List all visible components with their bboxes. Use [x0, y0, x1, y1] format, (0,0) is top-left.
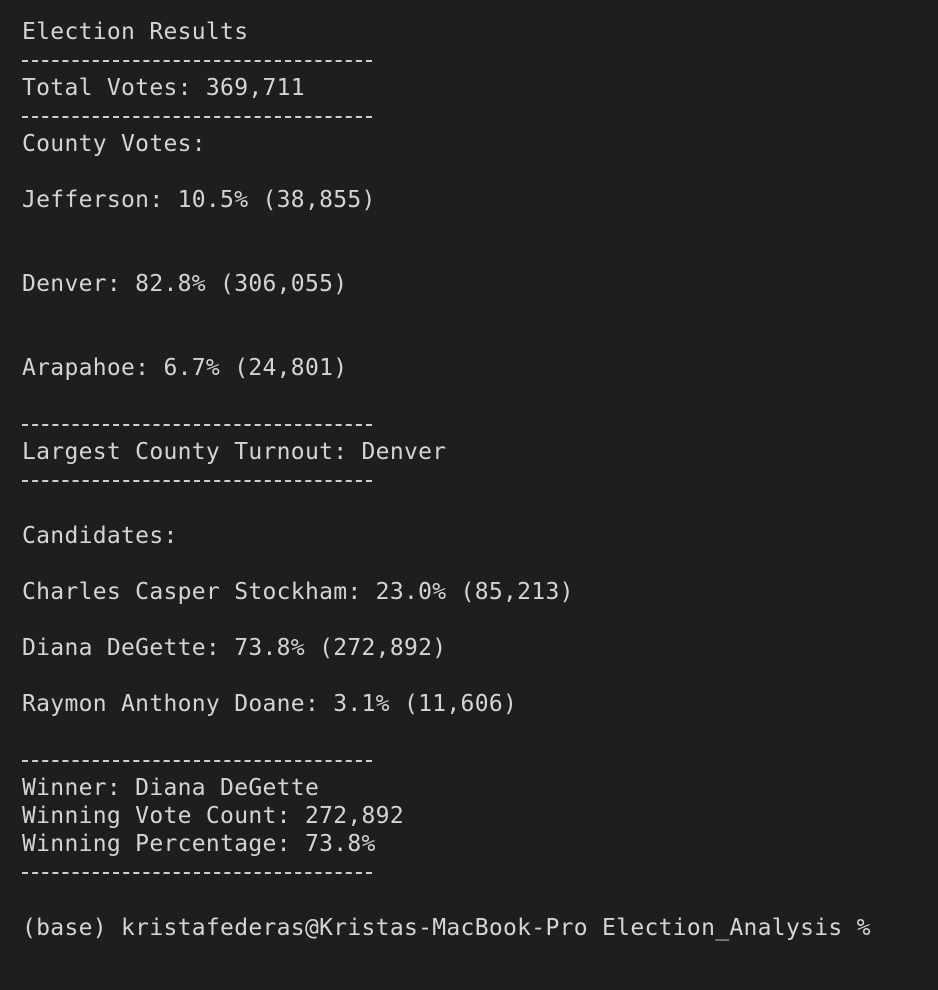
winner-name: Winner: Diana DeGette: [22, 775, 320, 801]
separator-line: [22, 480, 372, 482]
separator-line: [22, 424, 372, 426]
county-result-denver: Denver: 82.8% (306,055): [22, 271, 348, 297]
county-result-arapahoe: Arapahoe: 6.7% (24,801): [22, 355, 348, 381]
winning-vote-count: Winning Vote Count: 272,892: [22, 803, 404, 829]
county-votes-heading: County Votes:: [22, 131, 206, 157]
candidates-heading: Candidates:: [22, 523, 178, 549]
separator-line: [22, 872, 372, 874]
candidate-result-doane: Raymon Anthony Doane: 3.1% (11,606): [22, 691, 518, 717]
shell-prompt[interactable]: (base) kristafederas@Kristas-MacBook-Pro…: [22, 915, 871, 941]
county-result-jefferson: Jefferson: 10.5% (38,855): [22, 187, 376, 213]
report-title: Election Results: [22, 19, 249, 45]
separator-line: [22, 116, 372, 118]
candidate-result-degette: Diana DeGette: 73.8% (272,892): [22, 635, 447, 661]
total-votes: Total Votes: 369,711: [22, 75, 305, 101]
winning-percentage: Winning Percentage: 73.8%: [22, 831, 376, 857]
candidate-result-stockham: Charles Casper Stockham: 23.0% (85,213): [22, 579, 574, 605]
separator-line: [22, 760, 372, 762]
separator-line: [22, 60, 372, 62]
largest-county-turnout: Largest County Turnout: Denver: [22, 439, 447, 465]
